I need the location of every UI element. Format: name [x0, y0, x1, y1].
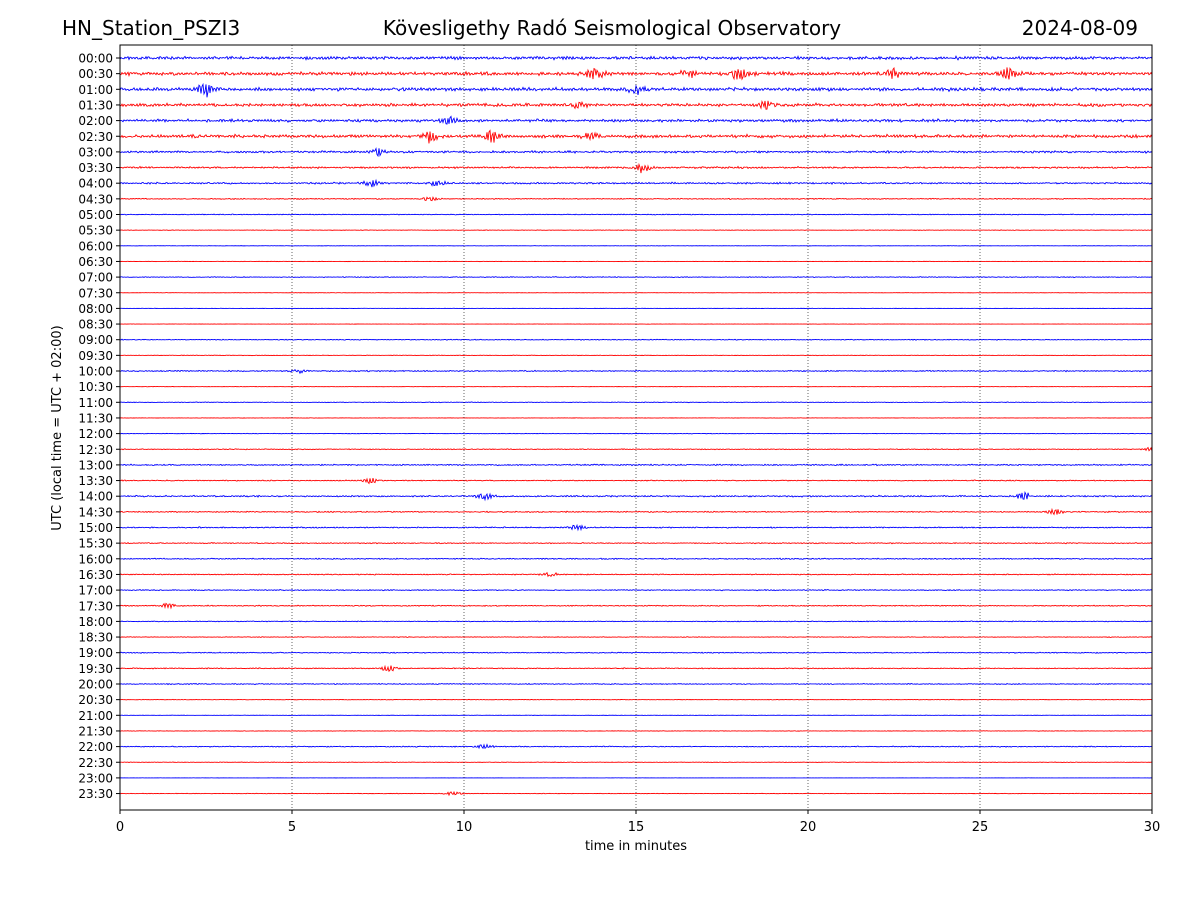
y-tick-label: 15:00 — [78, 521, 113, 535]
x-tick-label: 15 — [628, 820, 645, 835]
x-tick-label: 25 — [972, 820, 989, 835]
y-tick-label: 18:30 — [78, 631, 113, 645]
seismic-trace — [119, 571, 1153, 578]
y-tick-label: 00:00 — [78, 52, 113, 66]
y-tick-label: 05:00 — [78, 208, 113, 222]
seismic-trace — [119, 743, 1153, 750]
y-tick-label: 12:00 — [78, 427, 113, 441]
y-tick-label: 21:30 — [78, 724, 113, 738]
chart-title: Kövesligethy Radó Seismological Observat… — [382, 16, 842, 40]
chart-date: 2024-08-09 — [1021, 16, 1138, 40]
y-tick-label: 02:00 — [78, 114, 113, 128]
seismic-trace — [119, 463, 1153, 467]
y-tick-label: 20:30 — [78, 693, 113, 707]
y-tick-label: 15:30 — [78, 537, 113, 551]
x-tick-label: 0 — [116, 820, 124, 835]
seismic-trace — [119, 651, 1153, 654]
seismic-trace — [119, 602, 1153, 610]
y-tick-label: 23:30 — [78, 787, 113, 801]
y-tick-label: 18:00 — [78, 615, 113, 629]
y-tick-label: 19:30 — [78, 662, 113, 676]
y-tick-label: 06:00 — [78, 239, 113, 253]
y-tick-label: 09:00 — [78, 333, 113, 347]
x-tick-label: 20 — [800, 820, 817, 835]
y-tick-label: 10:30 — [78, 380, 113, 394]
y-tick-label: 04:00 — [78, 177, 113, 191]
seismic-trace — [119, 213, 1153, 216]
y-tick-label: 19:00 — [78, 646, 113, 660]
y-tick-label: 11:30 — [78, 411, 113, 425]
seismic-trace — [119, 369, 1153, 375]
seismic-trace — [119, 790, 1153, 797]
y-tick-label: 17:00 — [78, 584, 113, 598]
seismic-trace — [119, 588, 1153, 592]
y-tick-label: 09:30 — [78, 349, 113, 363]
x-tick-group: 0 5 10 15 20 25 30 — [116, 810, 1160, 835]
seismic-trace — [119, 354, 1153, 357]
station-name: HN_Station_PSZI3 — [62, 16, 241, 40]
y-tick-label: 01:30 — [78, 98, 113, 112]
y-tick-label: 10:00 — [78, 365, 113, 379]
y-tick-label: 03:00 — [78, 145, 113, 159]
y-tick-label: 07:00 — [78, 271, 113, 285]
y-tick-label: 11:00 — [78, 396, 113, 410]
y-tick-label: 07:30 — [78, 286, 113, 300]
y-tick-label: 05:30 — [78, 224, 113, 238]
y-tick-label: 08:30 — [78, 318, 113, 332]
y-tick-label: 00:30 — [78, 67, 113, 81]
seismic-trace — [119, 147, 1153, 158]
y-tick-label: 23:00 — [78, 771, 113, 785]
seismic-trace — [119, 82, 1153, 98]
y-tick-label: 01:00 — [78, 83, 113, 97]
y-tick-label: 03:30 — [78, 161, 113, 175]
y-tick-label: 06:30 — [78, 255, 113, 269]
seismic-trace — [119, 507, 1153, 516]
seismic-trace — [119, 55, 1153, 61]
seismic-trace — [119, 178, 1153, 188]
seismic-trace — [119, 523, 1153, 532]
y-tick-label: 13:00 — [78, 458, 113, 472]
grid-group — [291, 45, 981, 810]
seismic-trace — [119, 432, 1153, 435]
seismic-trace — [119, 730, 1153, 732]
y-tick-label: 12:30 — [78, 443, 113, 457]
seismic-trace — [119, 229, 1153, 231]
y-tick-label: 02:30 — [78, 130, 113, 144]
x-tick-label: 10 — [456, 820, 473, 835]
seismic-trace — [119, 100, 1153, 110]
y-tick-label: 16:30 — [78, 568, 113, 582]
y-axis-label: UTC (local time = UTC + 02:00) — [50, 325, 65, 530]
y-tick-label: 17:30 — [78, 599, 113, 613]
x-tick-label: 30 — [1144, 820, 1161, 835]
y-tick-label: 14:00 — [78, 490, 113, 504]
x-axis-label: time in minutes — [585, 839, 687, 854]
y-tick-label: 21:00 — [78, 709, 113, 723]
seismic-trace — [119, 682, 1153, 686]
y-tick-label: 04:30 — [78, 192, 113, 206]
seismic-trace — [119, 664, 1153, 673]
y-tick-label: 13:30 — [78, 474, 113, 488]
y-tick-label: 22:00 — [78, 740, 113, 754]
seismic-trace — [119, 446, 1153, 452]
y-tick-label: 16:00 — [78, 552, 113, 566]
y-tick-label: 14:30 — [78, 505, 113, 519]
x-tick-label: 5 — [288, 820, 296, 835]
y-tick-label: 22:30 — [78, 756, 113, 770]
y-tick-label: 20:00 — [78, 678, 113, 692]
y-tick-label: 08:00 — [78, 302, 113, 316]
